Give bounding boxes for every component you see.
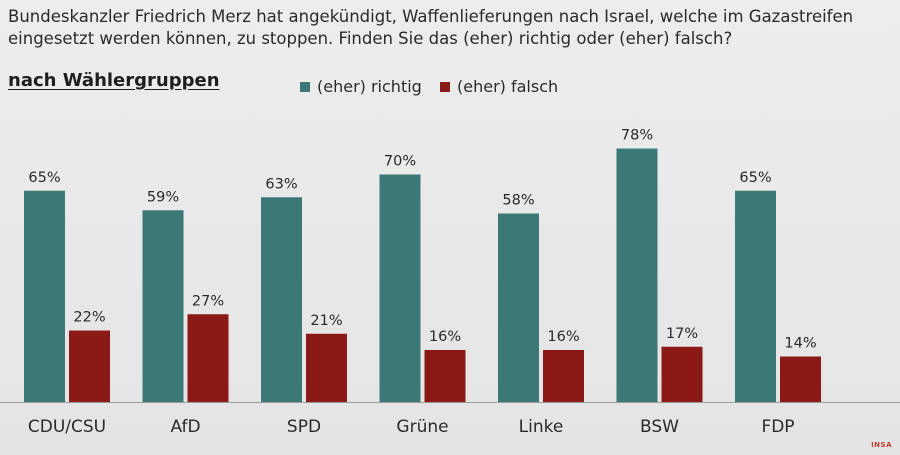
data-label-falsch: 27% <box>192 293 224 309</box>
bar-falsch <box>424 350 466 402</box>
legend-label-richtig: (eher) richtig <box>317 77 422 96</box>
bar-richtig <box>142 210 184 402</box>
bar-falsch <box>780 356 821 402</box>
x-tick-label: BSW <box>640 417 679 437</box>
legend-swatch-falsch <box>440 81 450 92</box>
x-tick-label: Linke <box>519 417 564 437</box>
bar-falsch <box>187 314 229 402</box>
x-tick-label: SPD <box>287 417 321 437</box>
bar-falsch <box>69 330 110 402</box>
legend-label-falsch: (eher) falsch <box>457 77 559 96</box>
data-label-richtig: 70% <box>384 154 416 170</box>
bar-falsch <box>661 346 703 402</box>
data-label-falsch: 17% <box>666 326 698 342</box>
question-text: Bundeskanzler Friedrich Merz hat angekün… <box>8 7 854 48</box>
x-tick-label: CDU/CSU <box>28 417 106 437</box>
data-label-richtig: 65% <box>28 170 60 186</box>
data-label-falsch: 21% <box>310 313 342 329</box>
bar-richtig <box>616 148 658 402</box>
insa-logo: INSA <box>871 441 892 449</box>
data-label-falsch: 22% <box>73 310 105 326</box>
data-label-falsch: 16% <box>429 329 461 345</box>
bar-richtig <box>498 213 539 402</box>
x-tick-label: Grüne <box>396 417 448 437</box>
bar-richtig <box>24 190 65 402</box>
data-label-richtig: 65% <box>739 170 771 186</box>
bar-falsch <box>306 333 347 402</box>
legend-item-richtig: (eher) richtig <box>300 77 422 96</box>
x-tick-label: AfD <box>170 417 200 437</box>
legend-swatch-richtig <box>300 81 310 92</box>
bar-richtig <box>379 174 421 402</box>
data-label-richtig: 59% <box>147 189 179 205</box>
x-tick-label: FDP <box>761 417 794 437</box>
chart-subtitle: nach Wählergruppen <box>8 70 220 91</box>
data-label-richtig: 78% <box>621 128 653 144</box>
bar-richtig <box>735 190 776 402</box>
data-label-falsch: 14% <box>784 336 816 352</box>
data-label-falsch: 16% <box>547 329 579 345</box>
legend-item-falsch: (eher) falsch <box>440 77 558 96</box>
bar-falsch <box>543 350 584 402</box>
data-label-richtig: 58% <box>502 193 534 209</box>
data-label-richtig: 63% <box>265 176 297 192</box>
bar-richtig <box>261 197 302 402</box>
